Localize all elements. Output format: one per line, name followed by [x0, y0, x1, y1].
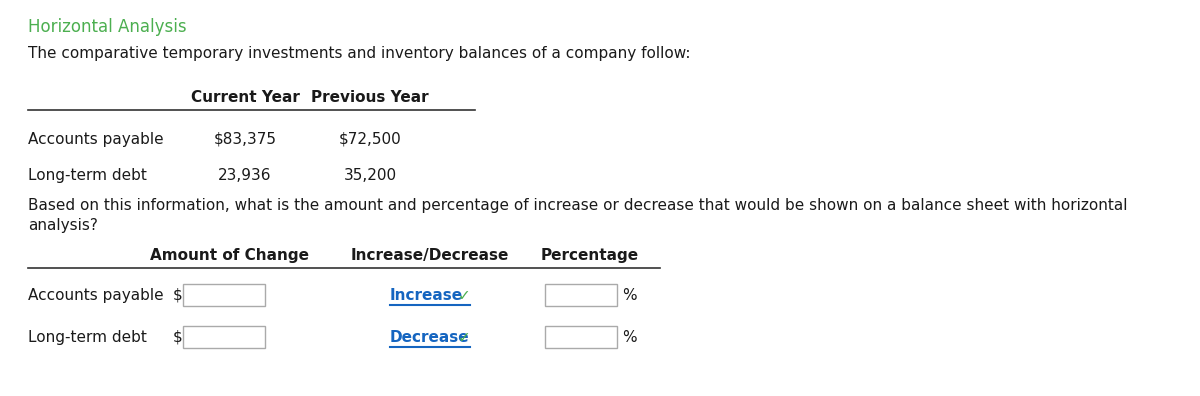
Text: $: $: [173, 288, 182, 303]
Text: $83,375: $83,375: [214, 132, 276, 147]
Text: Current Year: Current Year: [191, 90, 300, 105]
Text: ✓: ✓: [458, 288, 470, 303]
Text: Previous Year: Previous Year: [311, 90, 428, 105]
Text: 23,936: 23,936: [218, 168, 271, 183]
Text: Long-term debt: Long-term debt: [28, 168, 146, 183]
Text: 35,200: 35,200: [343, 168, 396, 183]
Text: The comparative temporary investments and inventory balances of a company follow: The comparative temporary investments an…: [28, 46, 690, 61]
Text: Based on this information, what is the amount and percentage of increase or decr: Based on this information, what is the a…: [28, 198, 1128, 213]
FancyBboxPatch shape: [545, 284, 617, 306]
Text: Long-term debt: Long-term debt: [28, 330, 146, 345]
Text: %: %: [622, 288, 637, 303]
FancyBboxPatch shape: [182, 284, 265, 306]
Text: Amount of Change: Amount of Change: [150, 248, 310, 263]
Text: Accounts payable: Accounts payable: [28, 288, 163, 303]
Text: Increase/Decrease: Increase/Decrease: [350, 248, 509, 263]
Text: Horizontal Analysis: Horizontal Analysis: [28, 18, 187, 36]
Text: Accounts payable: Accounts payable: [28, 132, 163, 147]
Text: $: $: [173, 330, 182, 345]
FancyBboxPatch shape: [182, 326, 265, 348]
Text: ✓: ✓: [458, 330, 470, 345]
Text: Percentage: Percentage: [541, 248, 640, 263]
Text: Decrease: Decrease: [390, 330, 469, 345]
Text: $72,500: $72,500: [338, 132, 401, 147]
FancyBboxPatch shape: [545, 326, 617, 348]
Text: analysis?: analysis?: [28, 218, 98, 233]
Text: Increase: Increase: [390, 288, 463, 303]
Text: %: %: [622, 330, 637, 345]
